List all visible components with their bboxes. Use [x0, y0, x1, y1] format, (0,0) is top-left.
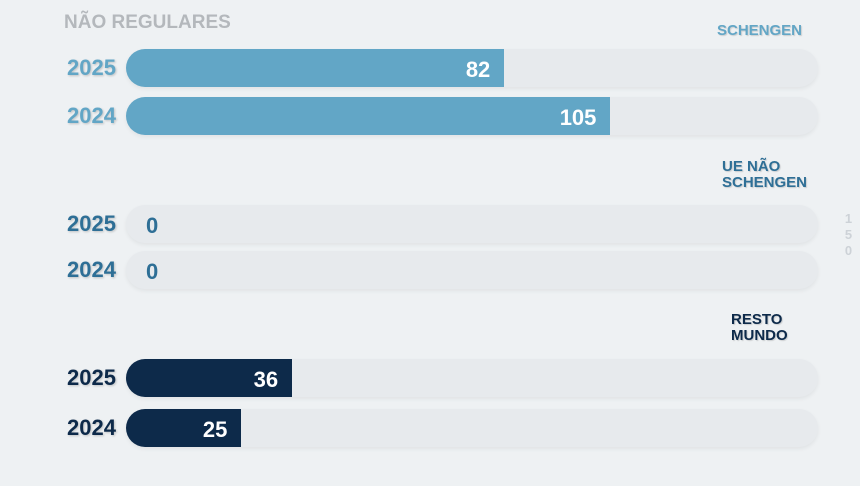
bar	[126, 49, 505, 87]
y-tick-label: 2025	[67, 55, 116, 80]
bar	[126, 409, 242, 447]
y-tick-label: 2024	[67, 103, 116, 128]
value-label: 82	[465, 57, 491, 82]
bar-track	[126, 205, 818, 243]
bar	[126, 97, 611, 135]
y-tick-label: 2024	[67, 257, 116, 282]
value-label: 0	[146, 259, 159, 284]
y-tick-label: 2025	[67, 365, 116, 390]
group-label: SCHENGEN	[717, 22, 803, 39]
y-tick-label: 2024	[67, 415, 116, 440]
x-tick-label: 150	[841, 211, 856, 259]
y-tick-label: 2025	[67, 211, 116, 236]
bar-track	[126, 409, 818, 447]
value-label: 0	[146, 213, 159, 238]
group-label: RESTO MUNDO	[731, 311, 788, 344]
value-label: 25	[202, 417, 228, 442]
value-label: 105	[559, 105, 597, 130]
group-label: UE NÃO SCHENGEN	[722, 158, 808, 191]
chart-title: NÃO REGULARES	[64, 12, 231, 33]
bar	[126, 359, 293, 397]
bar-track	[126, 251, 818, 289]
value-label: 36	[253, 367, 279, 392]
